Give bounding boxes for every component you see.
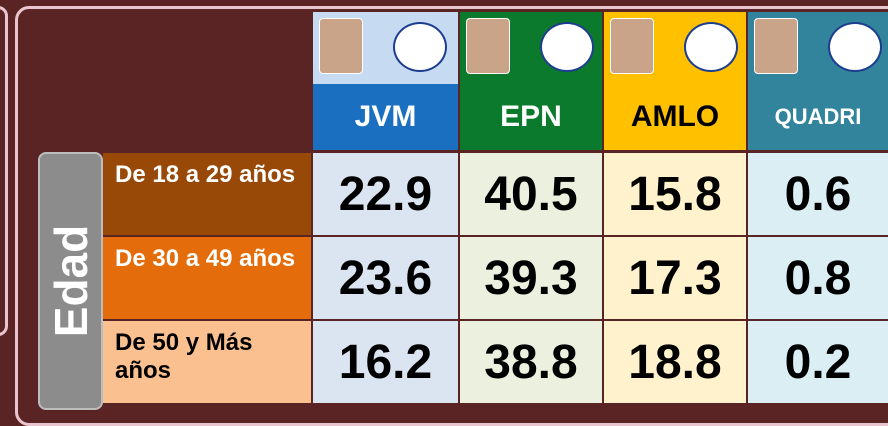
value-cell: 39.3 xyxy=(460,237,602,319)
face-image xyxy=(466,18,510,74)
party-logo xyxy=(684,22,738,72)
candidate-photo xyxy=(460,12,602,84)
value-cell: 18.8 xyxy=(604,321,746,403)
value-cell: 15.8 xyxy=(604,153,746,235)
group-label: Edad xyxy=(44,224,97,338)
column-header: AMLO xyxy=(604,84,746,150)
column-header: JVM xyxy=(313,84,458,150)
face-image xyxy=(319,18,363,74)
row-label: De 30 a 49 años xyxy=(103,237,311,319)
group-box: Edad xyxy=(38,152,103,410)
value-cell: 0.2 xyxy=(748,321,888,403)
column-header: EPN xyxy=(460,84,602,150)
value-cell: 16.2 xyxy=(313,321,458,403)
value-cell: 40.5 xyxy=(460,153,602,235)
value-cell: 22.9 xyxy=(313,153,458,235)
party-logo xyxy=(540,22,594,72)
value-cell: 17.3 xyxy=(604,237,746,319)
value-cell: 0.8 xyxy=(748,237,888,319)
party-logo xyxy=(393,22,447,72)
face-image xyxy=(754,18,798,74)
row-label: De 50 y Más años xyxy=(103,321,311,403)
column-header: QUADRI xyxy=(748,84,888,150)
candidate-photo xyxy=(313,12,458,84)
value-cell: 38.8 xyxy=(460,321,602,403)
value-cell: 23.6 xyxy=(313,237,458,319)
row-label: De 18 a 29 años xyxy=(103,153,311,235)
party-logo xyxy=(828,22,882,72)
value-cell: 0.6 xyxy=(748,153,888,235)
side-panel xyxy=(0,6,8,336)
candidate-photo xyxy=(748,12,888,84)
blank-corner xyxy=(18,9,313,152)
face-image xyxy=(610,18,654,74)
candidate-photo xyxy=(604,12,746,84)
